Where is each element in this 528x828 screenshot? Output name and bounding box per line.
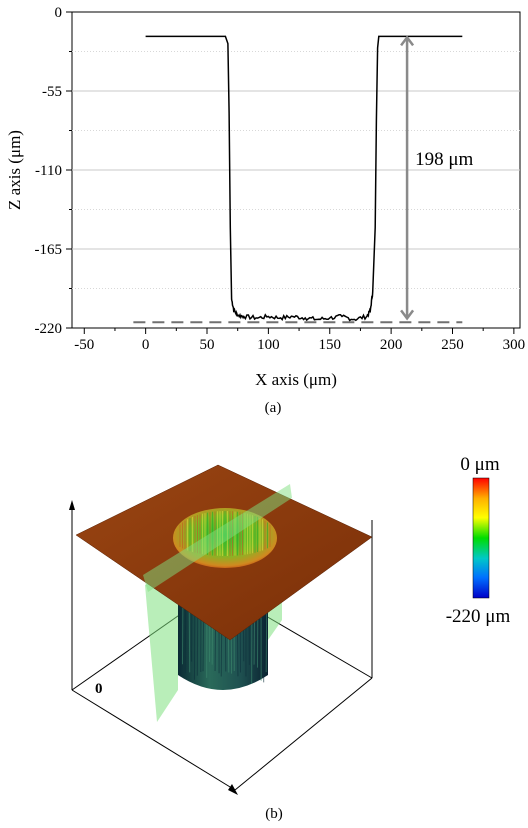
x-tick-label: -50 bbox=[74, 337, 94, 353]
profile-series-line bbox=[145, 35, 463, 322]
cut-plane bbox=[145, 570, 178, 722]
tick-labels: -50 0 50 100 150 200 250 300 0 -55 -110 -165 -220 bbox=[35, 5, 526, 353]
colorbar-top-label: 0 μm bbox=[460, 454, 499, 475]
x-tick-label: 250 bbox=[441, 337, 464, 353]
y-tick-label: -110 bbox=[35, 163, 62, 179]
z-axis-arrowhead bbox=[69, 500, 75, 510]
depth-arrow bbox=[400, 35, 415, 321]
axis-ticks bbox=[66, 11, 515, 334]
y-tick-label: -55 bbox=[42, 84, 62, 100]
x-axis-arrowhead bbox=[228, 784, 238, 795]
colorbar bbox=[472, 477, 490, 599]
x-tick-label: 0 bbox=[142, 337, 150, 353]
x-tick-label: 300 bbox=[503, 337, 526, 353]
y-axis-title: Z axis (μm) bbox=[5, 130, 24, 210]
y-tick-label: -165 bbox=[35, 242, 63, 258]
x-tick-label: 200 bbox=[380, 337, 403, 353]
x-tick-label: 150 bbox=[319, 337, 342, 353]
profile-chart: -50 0 50 100 150 200 250 300 0 -55 -110 -165 -220 19… bbox=[5, 5, 525, 416]
panel-label-a: (a) bbox=[265, 400, 282, 416]
surface-3d-view: 0 0 μm -220 μm (b) bbox=[69, 454, 510, 822]
axis-zero-label: 0 bbox=[95, 681, 103, 697]
panel-label-b: (b) bbox=[265, 806, 283, 822]
cut-plane-top bbox=[143, 484, 292, 592]
colorbar-bottom-label: -220 μm bbox=[446, 606, 511, 627]
depth-arrow-head-bottom bbox=[400, 309, 415, 321]
depth-arrow-head-top bbox=[400, 35, 415, 47]
y-tick-label: 0 bbox=[55, 5, 63, 21]
depth-annotation: 198 μm bbox=[415, 149, 473, 170]
x-tick-label: 50 bbox=[200, 337, 215, 353]
grid-lines bbox=[72, 51, 520, 289]
x-tick-label: 100 bbox=[257, 337, 280, 353]
x-axis-title: X axis (μm) bbox=[255, 370, 337, 389]
y-tick-label: -220 bbox=[35, 321, 63, 337]
